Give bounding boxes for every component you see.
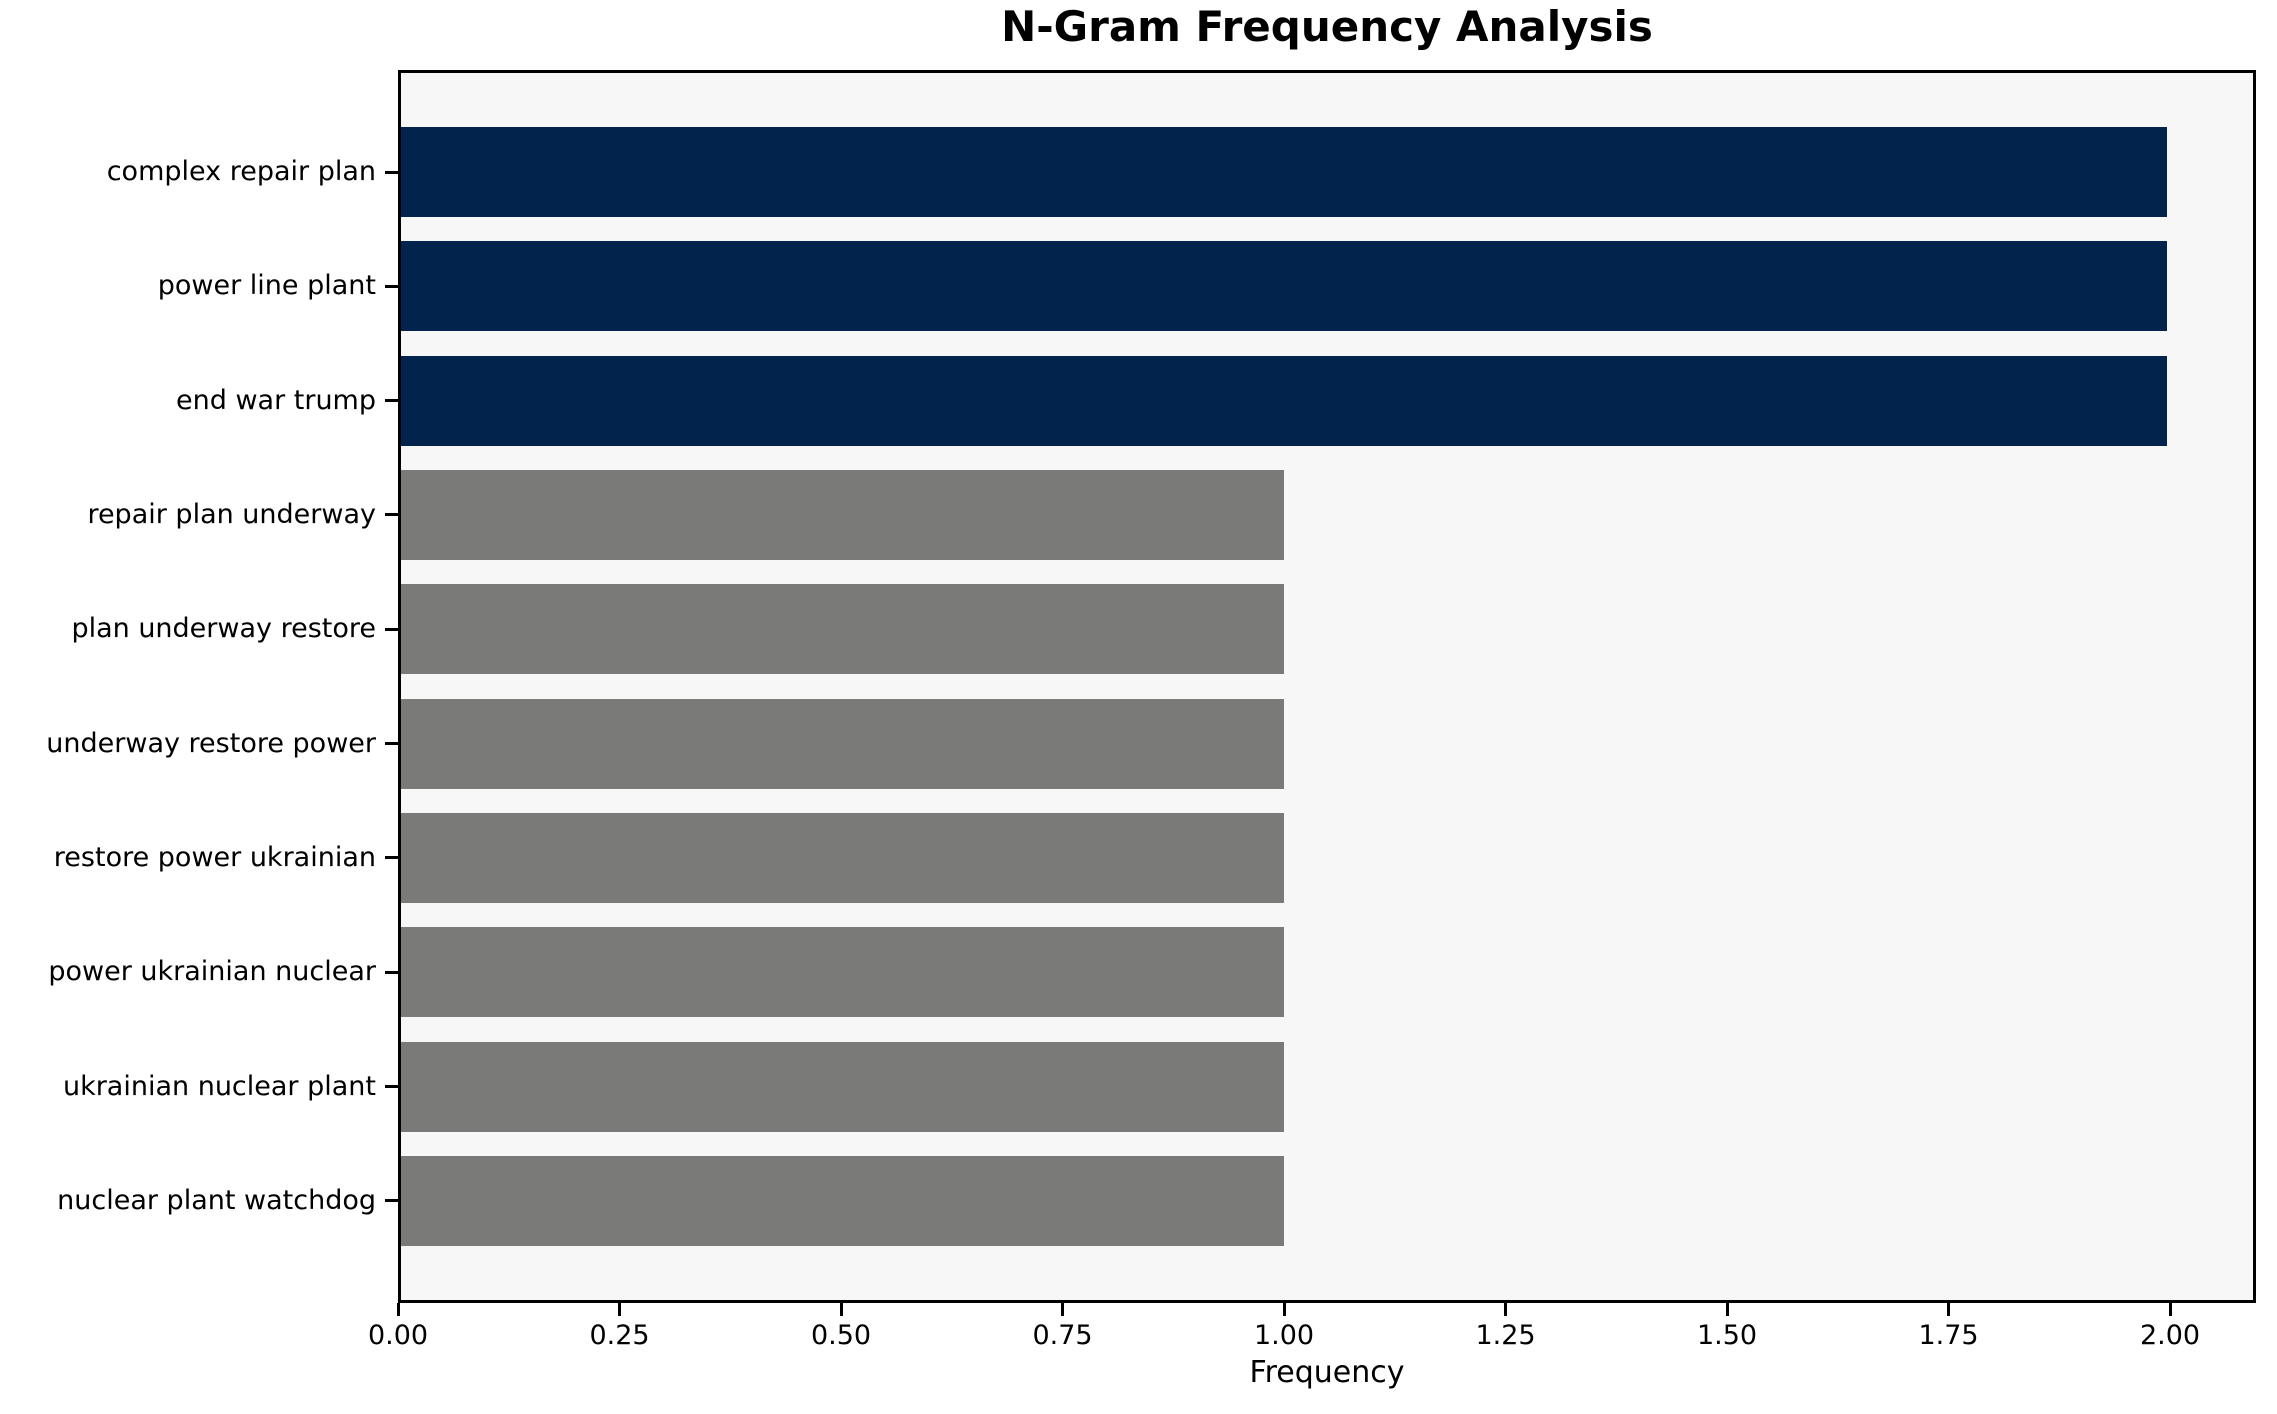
y-tick: [385, 1199, 398, 1203]
bar-underway-restore-power: [401, 698, 1285, 789]
y-tick-label: power ukrainian nuclear: [48, 956, 376, 988]
y-tick: [385, 513, 398, 517]
y-tick-label: nuclear plant watchdog: [57, 1184, 376, 1216]
y-tick: [385, 970, 398, 974]
x-tick-label: 1.25: [1475, 1320, 1536, 1351]
x-tick: [1725, 1303, 1729, 1316]
x-tick: [396, 1303, 400, 1316]
x-tick: [618, 1303, 621, 1316]
x-tick: [839, 1303, 843, 1316]
x-tick: [1947, 1303, 1951, 1316]
x-tick-label: 1.00: [1253, 1320, 1315, 1351]
y-tick: [385, 170, 398, 174]
y-tick-label: complex repair plan: [106, 156, 376, 187]
y-tick-label: plan underway restore: [71, 613, 376, 645]
y-tick: [385, 856, 398, 860]
x-tick: [2168, 1303, 2172, 1316]
x-tick-label: 1.50: [1696, 1320, 1758, 1351]
x-tick-label: 1.75: [1918, 1320, 1979, 1351]
x-tick: [1282, 1303, 1286, 1316]
bar-complex-repair-plan: [401, 127, 2168, 217]
y-tick: [385, 1085, 398, 1089]
y-tick-label: restore power ukrainian: [53, 841, 376, 873]
plot-area: [398, 70, 2256, 1303]
y-tick-label: ukrainian nuclear plant: [62, 1070, 376, 1102]
bar-plan-underway-restore: [401, 584, 1285, 675]
bar-end-war-trump: [401, 355, 2168, 446]
y-tick-label: underway restore power: [46, 727, 376, 759]
bar-ukrainian-nuclear-plant: [401, 1041, 1285, 1132]
x-tick-label: 0.25: [589, 1320, 650, 1351]
x-tick: [1504, 1303, 1508, 1316]
y-tick-label: end war trump: [176, 384, 376, 416]
x-tick-label: 2.00: [2139, 1320, 2201, 1351]
bar-power-line-plant: [401, 241, 2168, 332]
x-tick-label: 0.50: [810, 1320, 872, 1351]
y-tick-label: repair plan underway: [87, 498, 376, 530]
x-tick: [1061, 1303, 1065, 1316]
y-tick: [385, 284, 398, 288]
x-axis-label: Frequency: [1249, 1355, 1405, 1390]
chart-title: N-Gram Frequency Analysis: [1001, 2, 1653, 51]
bar-repair-plan-underway: [401, 469, 1285, 560]
x-tick-label: 0.00: [367, 1320, 429, 1351]
y-tick-label: power line plant: [157, 270, 376, 302]
bar-power-ukrainian-nuclear: [401, 927, 1285, 1018]
bar-restore-power-ukrainian: [401, 812, 1285, 903]
y-tick: [385, 742, 398, 746]
y-tick: [385, 399, 398, 403]
y-tick: [385, 627, 398, 631]
x-tick-label: 0.75: [1032, 1320, 1093, 1351]
bar-nuclear-plant-watchdog: [401, 1155, 1285, 1246]
